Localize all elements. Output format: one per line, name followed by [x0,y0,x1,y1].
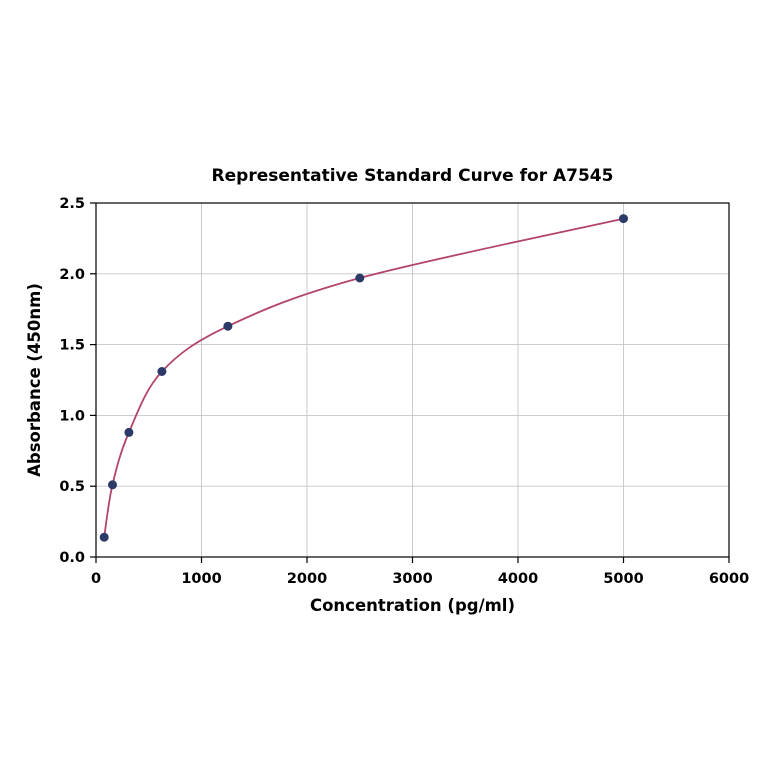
y-tick-label: 1.0 [59,408,85,424]
x-axis-ticks: 0 1000 2000 3000 4000 5000 6000 [91,557,749,587]
y-axis-ticks: 0.0 0.5 1.0 1.5 2.0 2.5 [59,196,96,566]
y-tick-label: 0.5 [59,479,85,495]
y-tick-label: 2.0 [59,267,85,283]
data-point [223,321,233,331]
chart-title: Representative Standard Curve for A7545 [212,166,614,186]
x-axis-label: Concentration (pg/ml) [310,596,515,615]
fitted-curve [103,217,624,538]
y-tick-label: 1.5 [59,338,85,354]
x-tick-label: 5000 [603,571,643,587]
x-tick-label: 4000 [498,571,538,587]
data-point [99,532,109,542]
data-point [108,480,117,490]
x-tick-label: 3000 [392,571,432,587]
y-tick-label: 0.0 [59,550,85,566]
data-points [99,214,628,542]
data-point [355,273,365,283]
data-point [124,427,134,437]
y-tick-label: 2.5 [59,196,85,212]
x-tick-label: 2000 [287,571,327,587]
data-point [619,214,628,224]
x-tick-label: 1000 [181,571,221,587]
x-tick-label: 6000 [709,571,749,587]
x-tick-label: 0 [91,571,101,587]
y-axis-label: Absorbance (450nm) [25,283,44,477]
data-point [157,367,167,376]
